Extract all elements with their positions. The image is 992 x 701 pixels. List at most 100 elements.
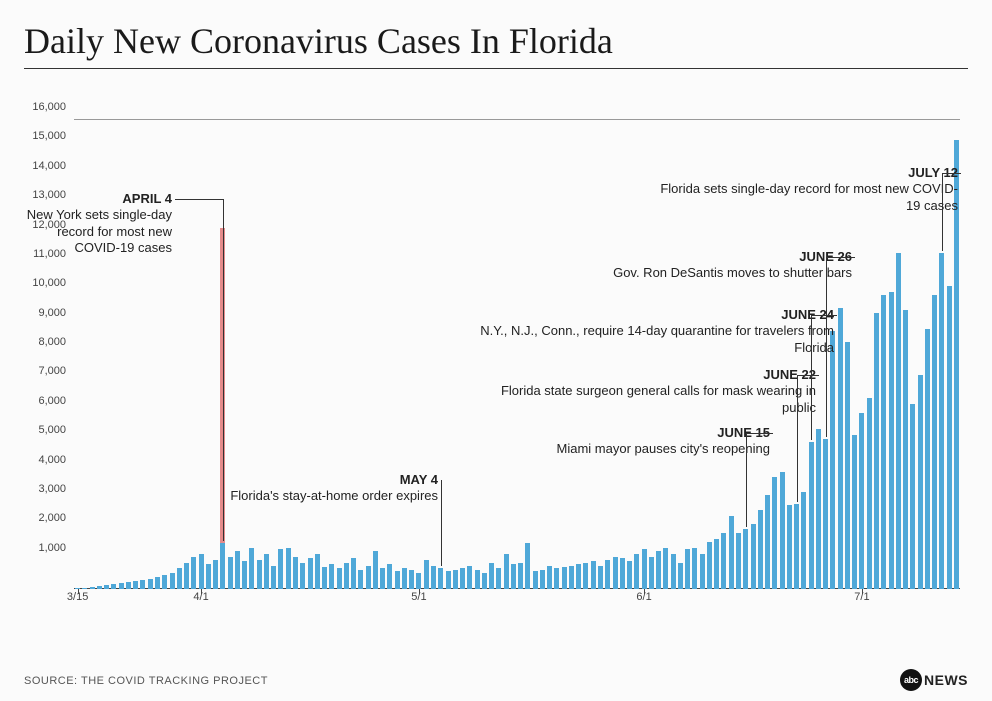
bar xyxy=(910,404,915,589)
bar xyxy=(337,568,342,589)
annotation-leader xyxy=(797,375,819,376)
title-rule xyxy=(24,68,968,69)
bar xyxy=(496,568,501,589)
bar xyxy=(235,551,240,589)
bar xyxy=(140,580,145,589)
bar xyxy=(119,583,124,589)
bar xyxy=(213,560,218,589)
bar xyxy=(918,375,923,589)
bar xyxy=(351,558,356,589)
annotation-date: MAY 4 xyxy=(218,472,438,488)
bar xyxy=(511,564,516,589)
bar xyxy=(881,295,886,589)
bar xyxy=(242,561,247,589)
annotation-date: JUNE 24 xyxy=(474,307,834,323)
chart-area: 1,0002,0003,0004,0005,0006,0007,0008,000… xyxy=(24,79,964,619)
bar xyxy=(475,570,480,589)
bar xyxy=(816,429,821,589)
x-axis: 3/154/15/16/17/1 xyxy=(74,591,960,607)
bar xyxy=(649,557,654,589)
bar xyxy=(278,549,283,589)
bar xyxy=(642,549,647,589)
bar xyxy=(431,566,436,590)
bar xyxy=(714,539,719,589)
bar xyxy=(380,568,385,589)
y-tick-label: 7,000 xyxy=(20,365,66,377)
bar xyxy=(554,568,559,589)
annotation: JUNE 26Gov. Ron DeSantis moves to shutte… xyxy=(552,249,852,282)
bar xyxy=(562,567,567,589)
bar xyxy=(634,554,639,589)
bar xyxy=(358,570,363,589)
bar xyxy=(184,563,189,589)
bar xyxy=(656,551,661,589)
bar xyxy=(111,584,116,589)
bar xyxy=(409,570,414,589)
annotation-leader xyxy=(811,315,812,440)
annotation-text: Florida's stay-at-home order expires xyxy=(230,488,438,503)
bar xyxy=(271,566,276,590)
bar xyxy=(199,554,204,589)
bar xyxy=(743,529,748,589)
bar xyxy=(395,571,400,589)
bar xyxy=(700,554,705,589)
annotation-text: Miami mayor pauses city's reopening xyxy=(557,441,770,456)
annotation: JUNE 24N.Y., N.J., Conn., require 14-day… xyxy=(474,307,834,356)
bar xyxy=(809,442,814,589)
annotation: JUNE 22Florida state surgeon general cal… xyxy=(486,367,816,416)
bar xyxy=(322,567,327,589)
bar xyxy=(692,548,697,589)
bar xyxy=(460,568,465,589)
bar xyxy=(845,342,850,589)
y-tick-label: 14,000 xyxy=(20,160,66,172)
annotation-leader xyxy=(441,480,442,566)
bar xyxy=(830,331,835,590)
x-tick-label: 5/1 xyxy=(411,591,426,603)
bar xyxy=(228,557,233,589)
bar xyxy=(569,566,574,590)
bar xyxy=(373,551,378,589)
bar xyxy=(446,571,451,589)
y-tick-label: 5,000 xyxy=(20,424,66,436)
bar xyxy=(678,563,683,589)
bar xyxy=(736,533,741,589)
bar xyxy=(620,558,625,589)
bar xyxy=(838,308,843,589)
annotation-leader xyxy=(826,257,827,437)
bar xyxy=(126,582,131,589)
bar xyxy=(97,586,102,589)
bar xyxy=(707,542,712,589)
bar xyxy=(787,505,792,589)
y-tick-label: 1,000 xyxy=(20,542,66,554)
annotation-text: New York sets single-day record for most… xyxy=(27,207,172,255)
bar xyxy=(155,577,160,589)
bar xyxy=(402,568,407,589)
y-tick-label: 6,000 xyxy=(20,395,66,407)
bar xyxy=(591,561,596,589)
bar xyxy=(170,573,175,589)
bar xyxy=(438,568,443,589)
y-tick-label: 9,000 xyxy=(20,307,66,319)
y-tick-label: 3,000 xyxy=(20,483,66,495)
y-axis: 1,0002,0003,0004,0005,0006,0007,0008,000… xyxy=(24,119,70,589)
bar xyxy=(220,543,225,589)
x-tick-label: 7/1 xyxy=(854,591,869,603)
bar xyxy=(453,570,458,589)
annotation-leader xyxy=(746,433,747,527)
bar xyxy=(177,568,182,589)
bar xyxy=(489,563,494,589)
logo-circle: abc xyxy=(900,669,922,691)
bar xyxy=(533,571,538,589)
bar xyxy=(424,560,429,589)
bar xyxy=(264,554,269,589)
bar xyxy=(82,588,87,589)
annotation-leader xyxy=(746,433,773,434)
bar xyxy=(286,548,291,589)
network-logo: abc NEWS xyxy=(900,669,968,691)
bar xyxy=(482,573,487,589)
bar xyxy=(583,563,588,589)
annotation-date: JUNE 22 xyxy=(486,367,816,383)
annotation: JUNE 15Miami mayor pauses city's reopeni… xyxy=(510,425,770,458)
y-tick-label: 16,000 xyxy=(20,101,66,113)
annotation-text: Gov. Ron DeSantis moves to shutter bars xyxy=(613,265,852,280)
